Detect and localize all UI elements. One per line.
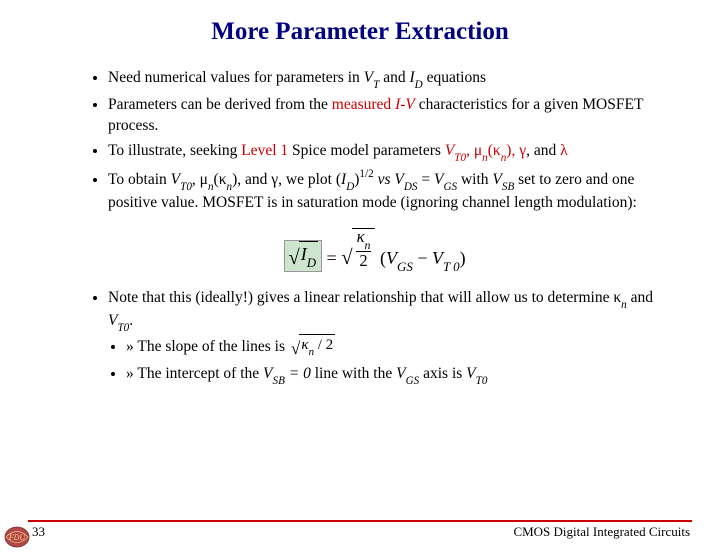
footer-text: CMOS Digital Integrated Circuits: [513, 524, 690, 540]
var-v: V: [263, 365, 272, 382]
num-2: 2: [326, 337, 334, 353]
text: , and: [237, 171, 271, 188]
svg-text:FDU: FDU: [8, 533, 27, 542]
footer: 33 CMOS Digital Integrated Circuits: [0, 520, 720, 544]
sub-n: n: [621, 299, 627, 311]
text: Need numerical values for parameters in: [108, 69, 364, 86]
text: The slope of the lines is: [137, 338, 289, 355]
footer-rule: [28, 520, 692, 522]
eq-sign: =: [327, 248, 342, 268]
minus: −: [413, 248, 432, 268]
text: Spice model parameters: [288, 142, 445, 159]
sub-t0: T0: [117, 322, 129, 334]
var-v: V: [492, 171, 501, 188]
var-v: V: [386, 248, 397, 268]
text: axis is: [419, 365, 466, 382]
greek-kappa: κ: [219, 171, 227, 188]
bullet-3: To illustrate, seeking Level 1 Spice mod…: [108, 141, 660, 164]
var-i: I: [301, 244, 307, 264]
sub-d: D: [346, 181, 354, 193]
text: = 0: [285, 365, 311, 382]
text: .: [129, 312, 133, 329]
equation-highlight-lhs: √ ID: [284, 240, 322, 272]
greek-lambda: λ: [560, 142, 568, 159]
sqrt-icon: √ κn / 2: [291, 334, 335, 358]
keyword-level1: Level 1: [241, 142, 288, 159]
text: Note that this (ideally!) gives a linear…: [108, 289, 613, 306]
text: with: [457, 171, 492, 188]
sep: ,: [192, 171, 200, 188]
var-v: V: [432, 248, 443, 268]
sub-t0: T0: [454, 152, 466, 164]
slide-title: More Parameter Extraction: [0, 18, 720, 46]
sub-gs: GS: [443, 181, 457, 193]
sub-n: n: [208, 181, 214, 193]
text: and: [627, 289, 653, 306]
subbullet-2: The intercept of the VSB = 0 line with t…: [126, 364, 660, 387]
text-vs: vs: [374, 171, 395, 188]
sub-n: n: [365, 238, 371, 252]
text: Parameters can be derived from the: [108, 96, 332, 113]
sqrt-icon: √ ID: [288, 241, 318, 269]
sub-gs: GS: [397, 259, 413, 274]
var-v: V: [364, 69, 373, 86]
page-number: 33: [32, 524, 45, 540]
sep: ,: [466, 142, 474, 159]
greek-mu: μ: [474, 142, 482, 159]
var-v: V: [445, 142, 454, 159]
sub-d: D: [307, 255, 316, 270]
bullet-2: Parameters can be derived from the measu…: [108, 95, 660, 137]
text: line with the: [311, 365, 396, 382]
subbullet-1: The slope of the lines is √ κn / 2: [126, 334, 660, 361]
sub-t0: T 0: [443, 259, 460, 274]
sub-n: n: [309, 346, 314, 358]
sub-gs: GS: [406, 375, 420, 387]
greek-mu: μ: [200, 171, 208, 188]
greek-kappa: κ: [357, 227, 365, 246]
sub-t0: T0: [476, 375, 488, 387]
keyword-measured: measured: [332, 96, 395, 113]
var-v: V: [171, 171, 180, 188]
text: To illustrate, seeking: [108, 142, 241, 159]
sub-t0: T0: [180, 181, 192, 193]
sup-half: 1/2: [359, 168, 373, 180]
text: The intercept of the: [137, 365, 263, 382]
greek-kappa: κ: [613, 289, 621, 306]
sub-sb: SB: [502, 181, 514, 193]
var-v: V: [394, 171, 403, 188]
text: To obtain: [108, 171, 171, 188]
sub-n: n: [482, 152, 488, 164]
fraction: κn 2: [354, 229, 374, 269]
sub-n: n: [227, 181, 233, 193]
slide-content: Need numerical values for parameters in …: [90, 68, 660, 388]
inline-equation: √ κn / 2: [291, 334, 335, 361]
bullet-1: Need numerical values for parameters in …: [108, 68, 660, 91]
sub-sb: SB: [273, 375, 285, 387]
text: , and: [526, 142, 560, 159]
sub-t: T: [373, 79, 379, 91]
sqrt-icon: √ κn 2: [341, 228, 375, 269]
equation-block: √ ID = √ κn 2 (VGS − VT 0): [90, 228, 660, 273]
text: and: [379, 69, 409, 86]
text: , we plot (: [278, 171, 341, 188]
sub-d: D: [415, 79, 423, 91]
logo-icon: FDU: [4, 526, 30, 548]
text: equations: [423, 69, 486, 86]
rparen: ): [460, 248, 466, 268]
greek-kappa: κ: [301, 337, 308, 353]
keyword-iv: I-V: [395, 96, 415, 113]
slash: /: [314, 337, 326, 353]
var-v: V: [466, 365, 475, 382]
var-i: I: [409, 69, 414, 86]
sub-n: n: [501, 152, 507, 164]
var-v: V: [396, 365, 405, 382]
denom-2: 2: [356, 251, 370, 270]
text-eq: =: [417, 171, 434, 188]
bullet-4: To obtain VT0, μn(κn), and γ, we plot (I…: [108, 168, 660, 214]
sub-ds: DS: [404, 181, 418, 193]
bullet-5: Note that this (ideally!) gives a linear…: [108, 288, 660, 388]
greek-kappa: κ: [493, 142, 501, 159]
